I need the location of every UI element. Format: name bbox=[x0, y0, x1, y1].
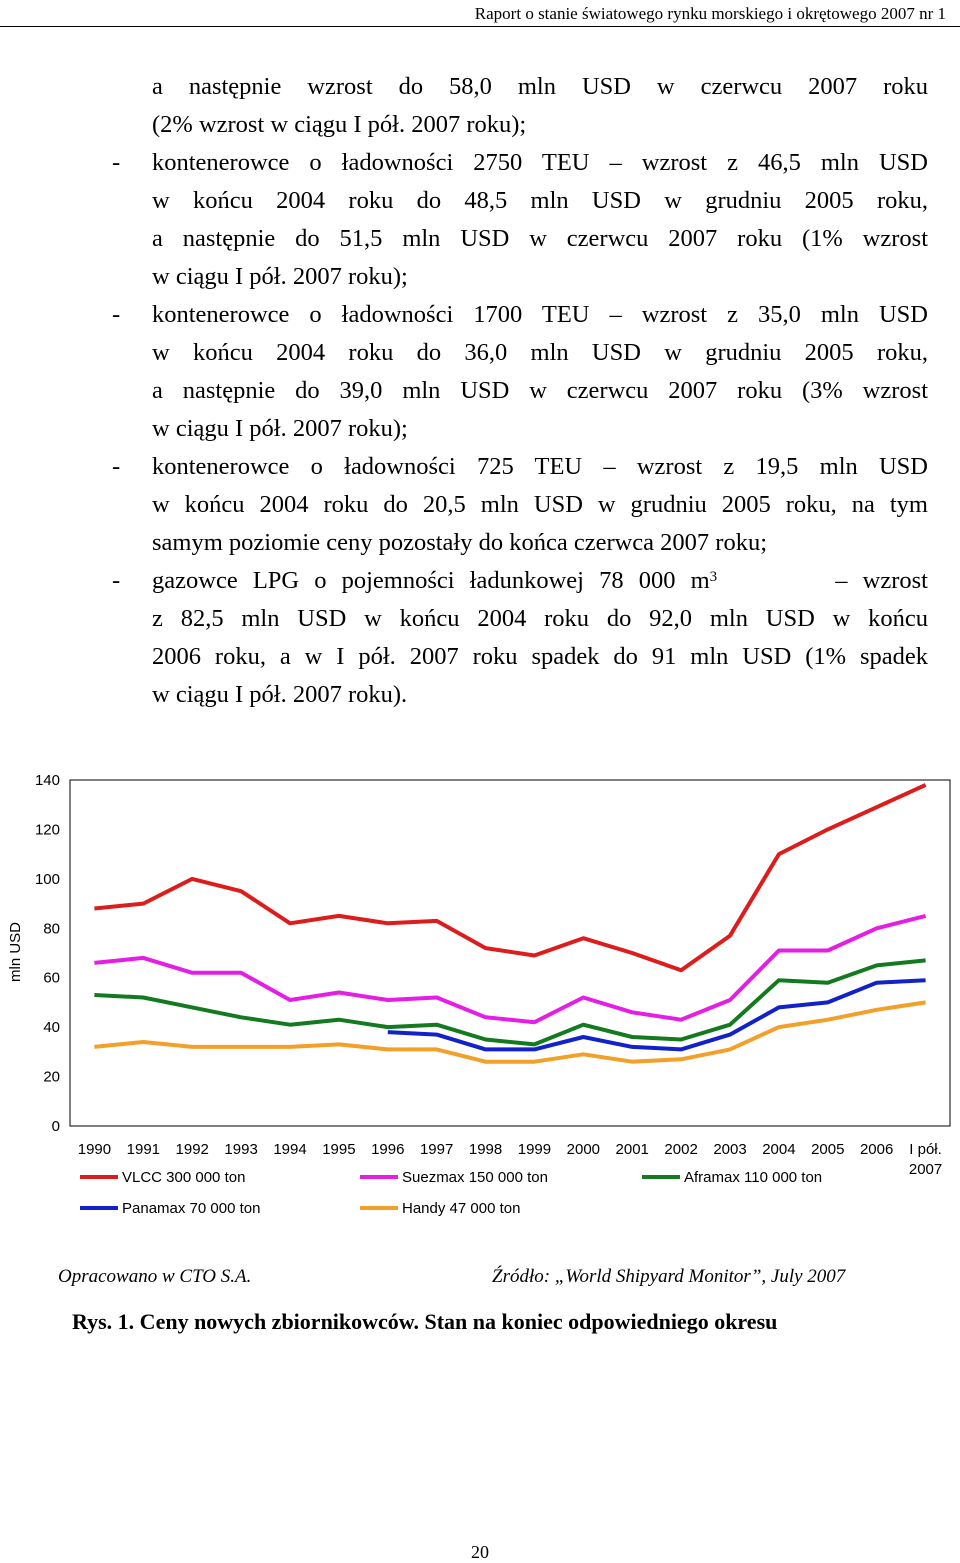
y-tick-label: 120 bbox=[35, 821, 60, 838]
series-line bbox=[94, 913, 927, 1025]
text-line: kontenerowce o ładowności 2750 TEU – wzr… bbox=[152, 149, 928, 176]
source-right: Źródło: „World Shipyard Monitor”, July 2… bbox=[492, 1266, 846, 1287]
page-header: Raport o stanie światowego rynku morskie… bbox=[0, 4, 960, 27]
series-line bbox=[387, 978, 926, 1052]
y-axis-label: mln USD bbox=[7, 922, 24, 982]
x-tick-label: 2006 bbox=[860, 1141, 893, 1158]
text-line: gazowce LPG o pojemności ładunkowej 78 0… bbox=[152, 562, 928, 600]
list-bullet: - bbox=[112, 301, 121, 328]
list-bullet: - bbox=[112, 567, 121, 594]
text-line: w ciągu I pół. 2007 roku); bbox=[152, 415, 408, 442]
legend-label: Panamax 70 000 ton bbox=[122, 1200, 260, 1217]
source-left: Opracowano w CTO S.A. bbox=[58, 1266, 252, 1287]
text-line: a następnie wzrost do 58,0 mln USD w cze… bbox=[152, 73, 928, 100]
text-segment: – wzrost bbox=[835, 567, 928, 594]
text-line: w ciągu I pół. 2007 roku); bbox=[152, 263, 408, 290]
text-line: kontenerowce o ładowności 1700 TEU – wzr… bbox=[152, 301, 928, 328]
x-tick-label: 1994 bbox=[273, 1141, 306, 1158]
list-bullet: - bbox=[112, 149, 121, 176]
y-tick-label: 80 bbox=[43, 920, 60, 937]
superscript: 3 bbox=[709, 569, 718, 585]
x-tick-label: 1991 bbox=[127, 1141, 160, 1158]
plot-area bbox=[69, 779, 951, 1127]
x-tick-label: 2000 bbox=[567, 1141, 600, 1158]
header-title: Raport o stanie światowego rynku morskie… bbox=[474, 4, 946, 23]
x-tick-label: 2003 bbox=[713, 1141, 746, 1158]
x-tick-label: 2002 bbox=[664, 1141, 697, 1158]
series-line bbox=[94, 958, 926, 1047]
x-tick-label: 1999 bbox=[518, 1141, 551, 1158]
x-tick-label: 2005 bbox=[811, 1141, 844, 1158]
page-number: 20 bbox=[471, 1542, 489, 1562]
x-tick-label: 1992 bbox=[176, 1141, 209, 1158]
y-tick-label: 40 bbox=[43, 1019, 60, 1036]
legend-label: Aframax 110 000 ton bbox=[684, 1169, 822, 1186]
text-segment: gazowce LPG o pojemności ładunkowej 78 0… bbox=[152, 567, 710, 594]
x-tick-label: 1996 bbox=[371, 1141, 404, 1158]
x-tick-label: 1993 bbox=[224, 1141, 257, 1158]
text-line: samym poziomie ceny pozostały do końca c… bbox=[152, 529, 768, 556]
series-line bbox=[94, 1000, 926, 1064]
text-line: w końcu 2004 roku do 20,5 mln USD w grud… bbox=[152, 491, 928, 518]
x-tick-label: 2001 bbox=[616, 1141, 649, 1158]
series-line bbox=[94, 783, 927, 973]
figure-caption: Rys. 1. Ceny nowych zbiornikowców. Stan … bbox=[72, 1309, 778, 1334]
legend-label: Suezmax 150 000 ton bbox=[402, 1169, 548, 1186]
text-line: a następnie do 39,0 mln USD w czerwcu 20… bbox=[152, 377, 928, 404]
price-chart: mln USD 0 20 40 60 80 100 120 140 1990 1991 1992 19… bbox=[7, 772, 951, 1217]
x-tick-label: 1990 bbox=[78, 1141, 111, 1158]
text-line: kontenerowce o ładowności 725 TEU – wzro… bbox=[152, 453, 928, 480]
text-line: 2006 roku, a w I pół. 2007 roku spadek d… bbox=[152, 643, 928, 670]
x-tick-label: 1995 bbox=[322, 1141, 355, 1158]
text-line: w końcu 2004 roku do 36,0 mln USD w grud… bbox=[152, 339, 928, 366]
text-line: z 82,5 mln USD w końcu 2004 roku do 92,0… bbox=[152, 605, 928, 632]
x-tick-label: 2007 bbox=[909, 1161, 942, 1178]
text-line: w ciągu I pół. 2007 roku). bbox=[152, 681, 408, 708]
legend-label: Handy 47 000 ton bbox=[402, 1200, 520, 1217]
list-bullet: - bbox=[112, 453, 121, 480]
y-tick-label: 0 bbox=[52, 1118, 60, 1135]
text-line: (2% wzrost w ciągu I pół. 2007 roku); bbox=[152, 111, 527, 138]
y-tick-label: 140 bbox=[35, 772, 60, 789]
text-line: a następnie do 51,5 mln USD w czerwcu 20… bbox=[152, 225, 928, 252]
x-tick-label: 2004 bbox=[762, 1141, 795, 1158]
x-tick-label: 1998 bbox=[469, 1141, 502, 1158]
y-tick-label: 100 bbox=[35, 871, 60, 888]
y-tick-label: 20 bbox=[43, 1069, 60, 1086]
legend-label: VLCC 300 000 ton bbox=[122, 1169, 245, 1186]
y-tick-label: 60 bbox=[43, 970, 60, 987]
text-line: w końcu 2004 roku do 48,5 mln USD w grud… bbox=[152, 187, 928, 214]
x-tick-label: I pół. bbox=[909, 1141, 942, 1158]
x-tick-label: 1997 bbox=[420, 1141, 453, 1158]
